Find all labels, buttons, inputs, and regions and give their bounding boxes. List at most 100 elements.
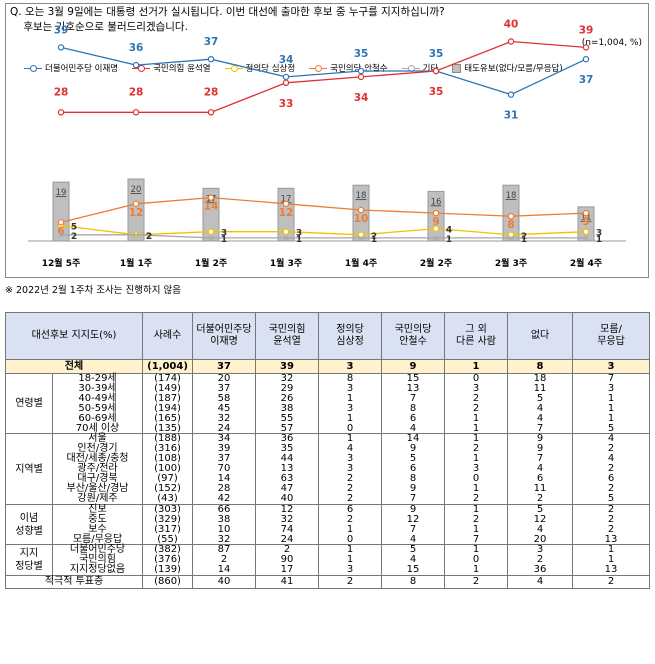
table-row: 40-49세 (187) 58 26 1 7 2 5 1 [6, 393, 651, 404]
value-cell: 1 [572, 393, 651, 404]
row-label: 대전/세종/충청 [51, 454, 144, 465]
value-cell: 9 [381, 359, 446, 374]
data-label: 12 [129, 207, 144, 219]
row-label: 30-39세 [51, 383, 144, 394]
value-cell: 1 [444, 524, 509, 535]
value-cell: 57 [255, 423, 320, 434]
series-marker [357, 67, 365, 75]
value-cell: 7 [507, 423, 574, 434]
legend-label: 기타 [422, 64, 439, 74]
data-label: 1 [296, 235, 302, 245]
data-label: 39 [54, 24, 69, 36]
series-marker [507, 91, 515, 98]
data-label: 35 [429, 86, 444, 98]
value-cell: 2 [572, 524, 651, 535]
table-row: 강원/제주 (43) 42 40 2 7 2 2 5 [6, 493, 651, 505]
data-label: 31 [504, 110, 519, 122]
bar-label: 20 [131, 185, 142, 195]
value-cell: 7 [444, 534, 509, 545]
value-cell: 2 [572, 464, 651, 475]
series-marker [432, 225, 440, 232]
series-marker: × [282, 234, 290, 244]
row-label: 서울 [51, 433, 144, 445]
value-cell: 3 [318, 565, 383, 576]
data-label: 34 [354, 92, 369, 104]
series-marker [582, 228, 590, 235]
group-label: 지지 정당별 [5, 544, 53, 577]
column-header: 국민의당 안철수 [381, 312, 446, 360]
group-label: 연령별 [5, 372, 53, 435]
series-marker: × [507, 234, 515, 244]
value-cell: 8 [381, 575, 446, 590]
value-cell: 0 [318, 423, 383, 434]
row-label: 18-29세 [51, 372, 144, 384]
value-cell: 4 [507, 524, 574, 535]
row-label: 진보 [51, 503, 144, 515]
table-row: 부산/울산/경남 (152) 28 47 2 9 1 11 2 [6, 484, 651, 494]
value-cell: 40 [192, 575, 257, 590]
value-cell: 4 [381, 534, 446, 545]
series-marker [207, 228, 215, 235]
row-label: 적극적 투표층 [4, 575, 144, 590]
legend-item: 더불어민주당 이재명 [24, 62, 118, 74]
x-tick-label: 1월 4주 [345, 257, 377, 269]
series-marker [432, 67, 440, 75]
series-line [61, 40, 587, 113]
series-line [60, 224, 587, 236]
table-row: 50-59세 (194) 45 38 3 8 2 4 1 [6, 403, 651, 414]
data-label: 1 [446, 235, 452, 245]
series-marker [132, 61, 140, 69]
table-header-row: 대선후보 지지도(%) 사례수 더불어민주당 이재명 국민의힘 윤석열 정의당 심상정 국… [4, 312, 651, 360]
table-row: 모름/무응답 (55) 32 24 0 4 7 20 13 [6, 534, 651, 545]
value-cell: 42 [192, 493, 257, 505]
bar-label: 18 [506, 191, 517, 201]
data-label: 2 [146, 232, 152, 242]
x-tick-label: 1월 3주 [270, 257, 302, 269]
data-label: 2 [371, 232, 377, 242]
value-cell: 13 [572, 565, 651, 576]
data-label: 33 [279, 98, 294, 110]
series-marker [132, 109, 140, 116]
group-label: 이념 성향별 [5, 503, 53, 546]
table-row: 지지정당없음 (139) 14 17 3 15 1 36 13 [6, 565, 651, 576]
sample-count-cell: (860) [142, 575, 194, 590]
column-header: 정의당 심상정 [318, 312, 383, 360]
value-cell: 32 [192, 534, 257, 545]
value-cell: 2 [507, 493, 574, 505]
table-row: 연령별 18-29세 (174) 20 32 8 15 0 18 7 [5, 372, 651, 435]
value-cell: 5 [572, 423, 651, 434]
series-marker [57, 219, 65, 226]
data-label: 34 [279, 54, 294, 66]
column-header: 모름/ 무응답 [572, 312, 651, 360]
question-line-2: 후보는 기호순으로 불러드리겠습니다. [10, 21, 188, 33]
data-label: 1 [221, 235, 227, 245]
bar-label: 18 [356, 191, 367, 201]
value-cell: 2 [444, 493, 509, 505]
data-label: 9 [582, 216, 589, 228]
value-cell: 4 [572, 454, 651, 465]
value-cell: 6 [572, 474, 651, 484]
value-cell: 2 [572, 503, 651, 515]
data-label: 40 [504, 19, 519, 31]
sample-count-cell: (1,004) [142, 359, 194, 374]
row-label: 대구/경북 [51, 474, 144, 484]
legend-symbol-icon [309, 64, 328, 72]
value-cell: 4 [507, 575, 574, 590]
row-label: 60-69세 [51, 413, 144, 424]
value-cell: 2 [318, 493, 383, 505]
value-cell: 2 [572, 575, 651, 590]
value-cell: 2 [318, 575, 383, 590]
series-marker [132, 200, 140, 207]
value-cell: 7 [572, 372, 651, 384]
series-marker [207, 109, 215, 116]
value-cell: 13 [572, 534, 651, 545]
x-tick-label: 1월 2주 [195, 257, 227, 269]
x-tick-label: 2월 4주 [570, 257, 602, 269]
row-label: 강원/제주 [51, 493, 144, 505]
series-marker [507, 38, 515, 45]
row-label: 전체 [4, 359, 144, 374]
value-cell: 41 [255, 575, 320, 590]
sample-count-cell: (317) [142, 524, 194, 535]
value-cell: 2 [572, 444, 651, 455]
sample-count-cell: (135) [142, 423, 194, 434]
